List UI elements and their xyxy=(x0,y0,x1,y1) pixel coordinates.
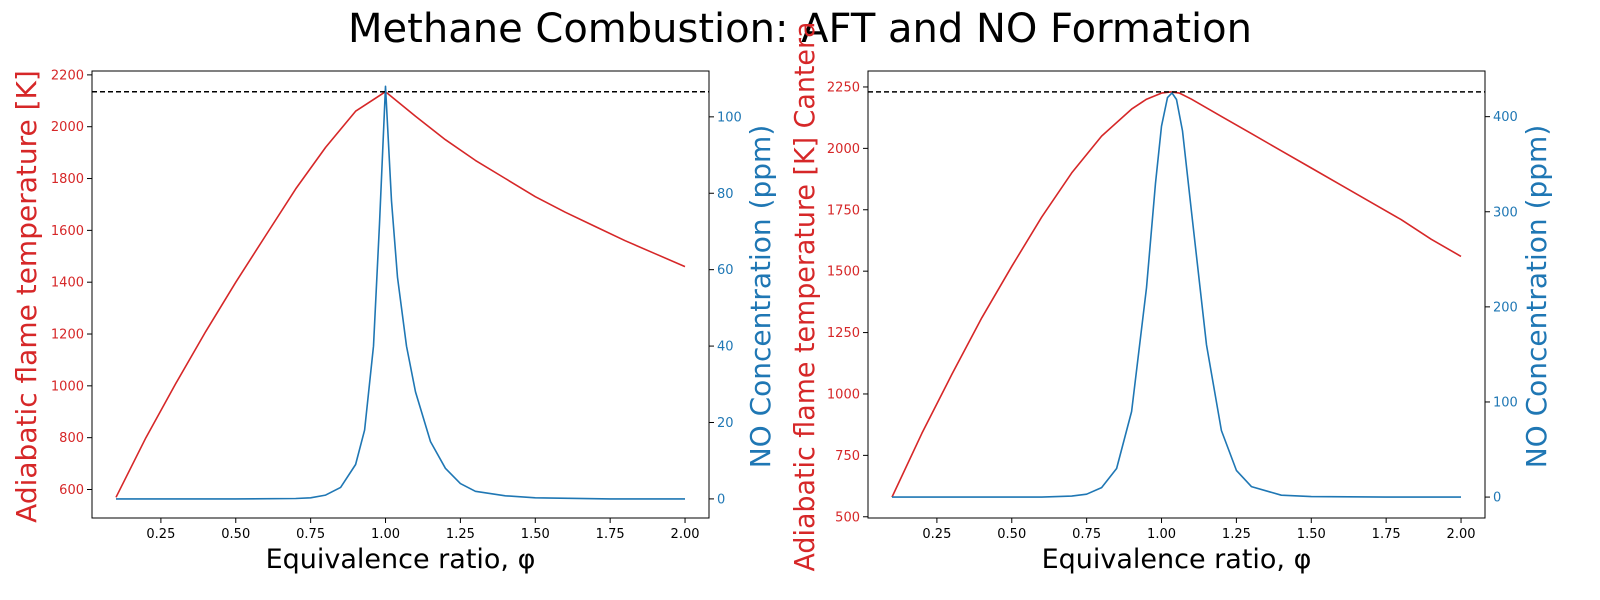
x-tick-label: 0.25 xyxy=(146,527,175,542)
x-tick-label: 0.50 xyxy=(221,527,250,542)
right-y-tick-label: 40 xyxy=(717,340,734,355)
no-concentration-line xyxy=(116,85,685,500)
x-tick-label: 1.50 xyxy=(521,527,550,542)
left-y-axis-label: Adiabatic flame temperature [K] xyxy=(10,70,43,523)
x-tick-label: 1.75 xyxy=(596,527,625,542)
x-tick-label: 1.00 xyxy=(371,527,400,542)
left-y-tick-label: 1400 xyxy=(51,276,84,291)
x-tick-label: 0.25 xyxy=(922,527,951,542)
x-tick-label: 1.50 xyxy=(1297,527,1326,542)
right-y-tick-label: 100 xyxy=(717,110,742,125)
x-tick-label: 0.75 xyxy=(1072,527,1101,542)
left-y-tick-label: 1500 xyxy=(827,265,860,280)
left-chart-panel: 0.25 0.50 0.75 1.00 1.25 1.50 1.75 2.0060080010… xyxy=(10,68,777,575)
x-tick-label: 0.75 xyxy=(296,527,325,542)
no-concentration-line xyxy=(892,92,1461,498)
right-y-tick-label: 0 xyxy=(1493,491,1501,506)
left-y-tick-label: 600 xyxy=(59,483,84,498)
left-y-tick-label: 1800 xyxy=(51,172,84,187)
right-y-tick-label: 60 xyxy=(717,263,734,278)
right-y-tick-label: 300 xyxy=(1493,205,1518,220)
left-y-tick-label: 500 xyxy=(835,510,860,525)
x-tick-label: 1.25 xyxy=(1222,527,1251,542)
right-y-axis-label: NO Concentration (ppm) xyxy=(1520,125,1553,469)
right-y-tick-label: 100 xyxy=(1493,395,1518,410)
left-y-tick-label: 1600 xyxy=(51,224,84,239)
x-axis-label: Equivalence ratio, φ xyxy=(1042,544,1312,575)
left-y-tick-label: 1000 xyxy=(827,387,860,402)
left-y-tick-label: 2200 xyxy=(51,68,84,83)
right-chart-panel: 0.25 0.50 0.75 1.00 1.25 1.50 1.75 2.00 500 750 10… xyxy=(788,22,1553,576)
flame-temperature-line xyxy=(891,91,1462,498)
left-y-tick-label: 800 xyxy=(59,431,84,446)
x-tick-label: 0.50 xyxy=(997,527,1026,542)
figure-title: Methane Combustion: AFT and NO Formation xyxy=(348,6,1252,52)
right-y-tick-label: 20 xyxy=(717,416,734,431)
plot-frame xyxy=(91,70,710,519)
x-tick-label: 2.00 xyxy=(671,527,700,542)
right-y-tick-label: 200 xyxy=(1493,300,1518,315)
right-y-tick-label: 0 xyxy=(717,492,725,507)
x-tick-label: 1.25 xyxy=(446,527,475,542)
left-y-tick-label: 1200 xyxy=(51,328,84,343)
left-y-axis-label: Adiabatic flame temperature [K] Cantera xyxy=(788,22,821,572)
left-y-tick-label: 750 xyxy=(835,449,860,464)
x-tick-label: 1.75 xyxy=(1372,527,1401,542)
x-tick-label: 1.00 xyxy=(1147,527,1176,542)
left-y-tick-label: 2000 xyxy=(827,142,860,157)
x-axis-label: Equivalence ratio, φ xyxy=(266,544,536,575)
right-y-tick-label: 80 xyxy=(717,187,734,202)
plot-frame xyxy=(867,70,1486,519)
flame-temperature-line xyxy=(115,90,686,498)
left-y-tick-label: 1750 xyxy=(827,203,860,218)
left-y-tick-label: 1250 xyxy=(827,326,860,341)
x-tick-label: 2.00 xyxy=(1447,527,1476,542)
right-y-tick-label: 400 xyxy=(1493,110,1518,125)
left-y-tick-label: 2000 xyxy=(51,120,84,135)
right-y-axis-label: NO Concentration (ppm) xyxy=(744,125,777,469)
left-y-tick-label: 1000 xyxy=(51,379,84,394)
left-y-tick-label: 2250 xyxy=(827,80,860,95)
